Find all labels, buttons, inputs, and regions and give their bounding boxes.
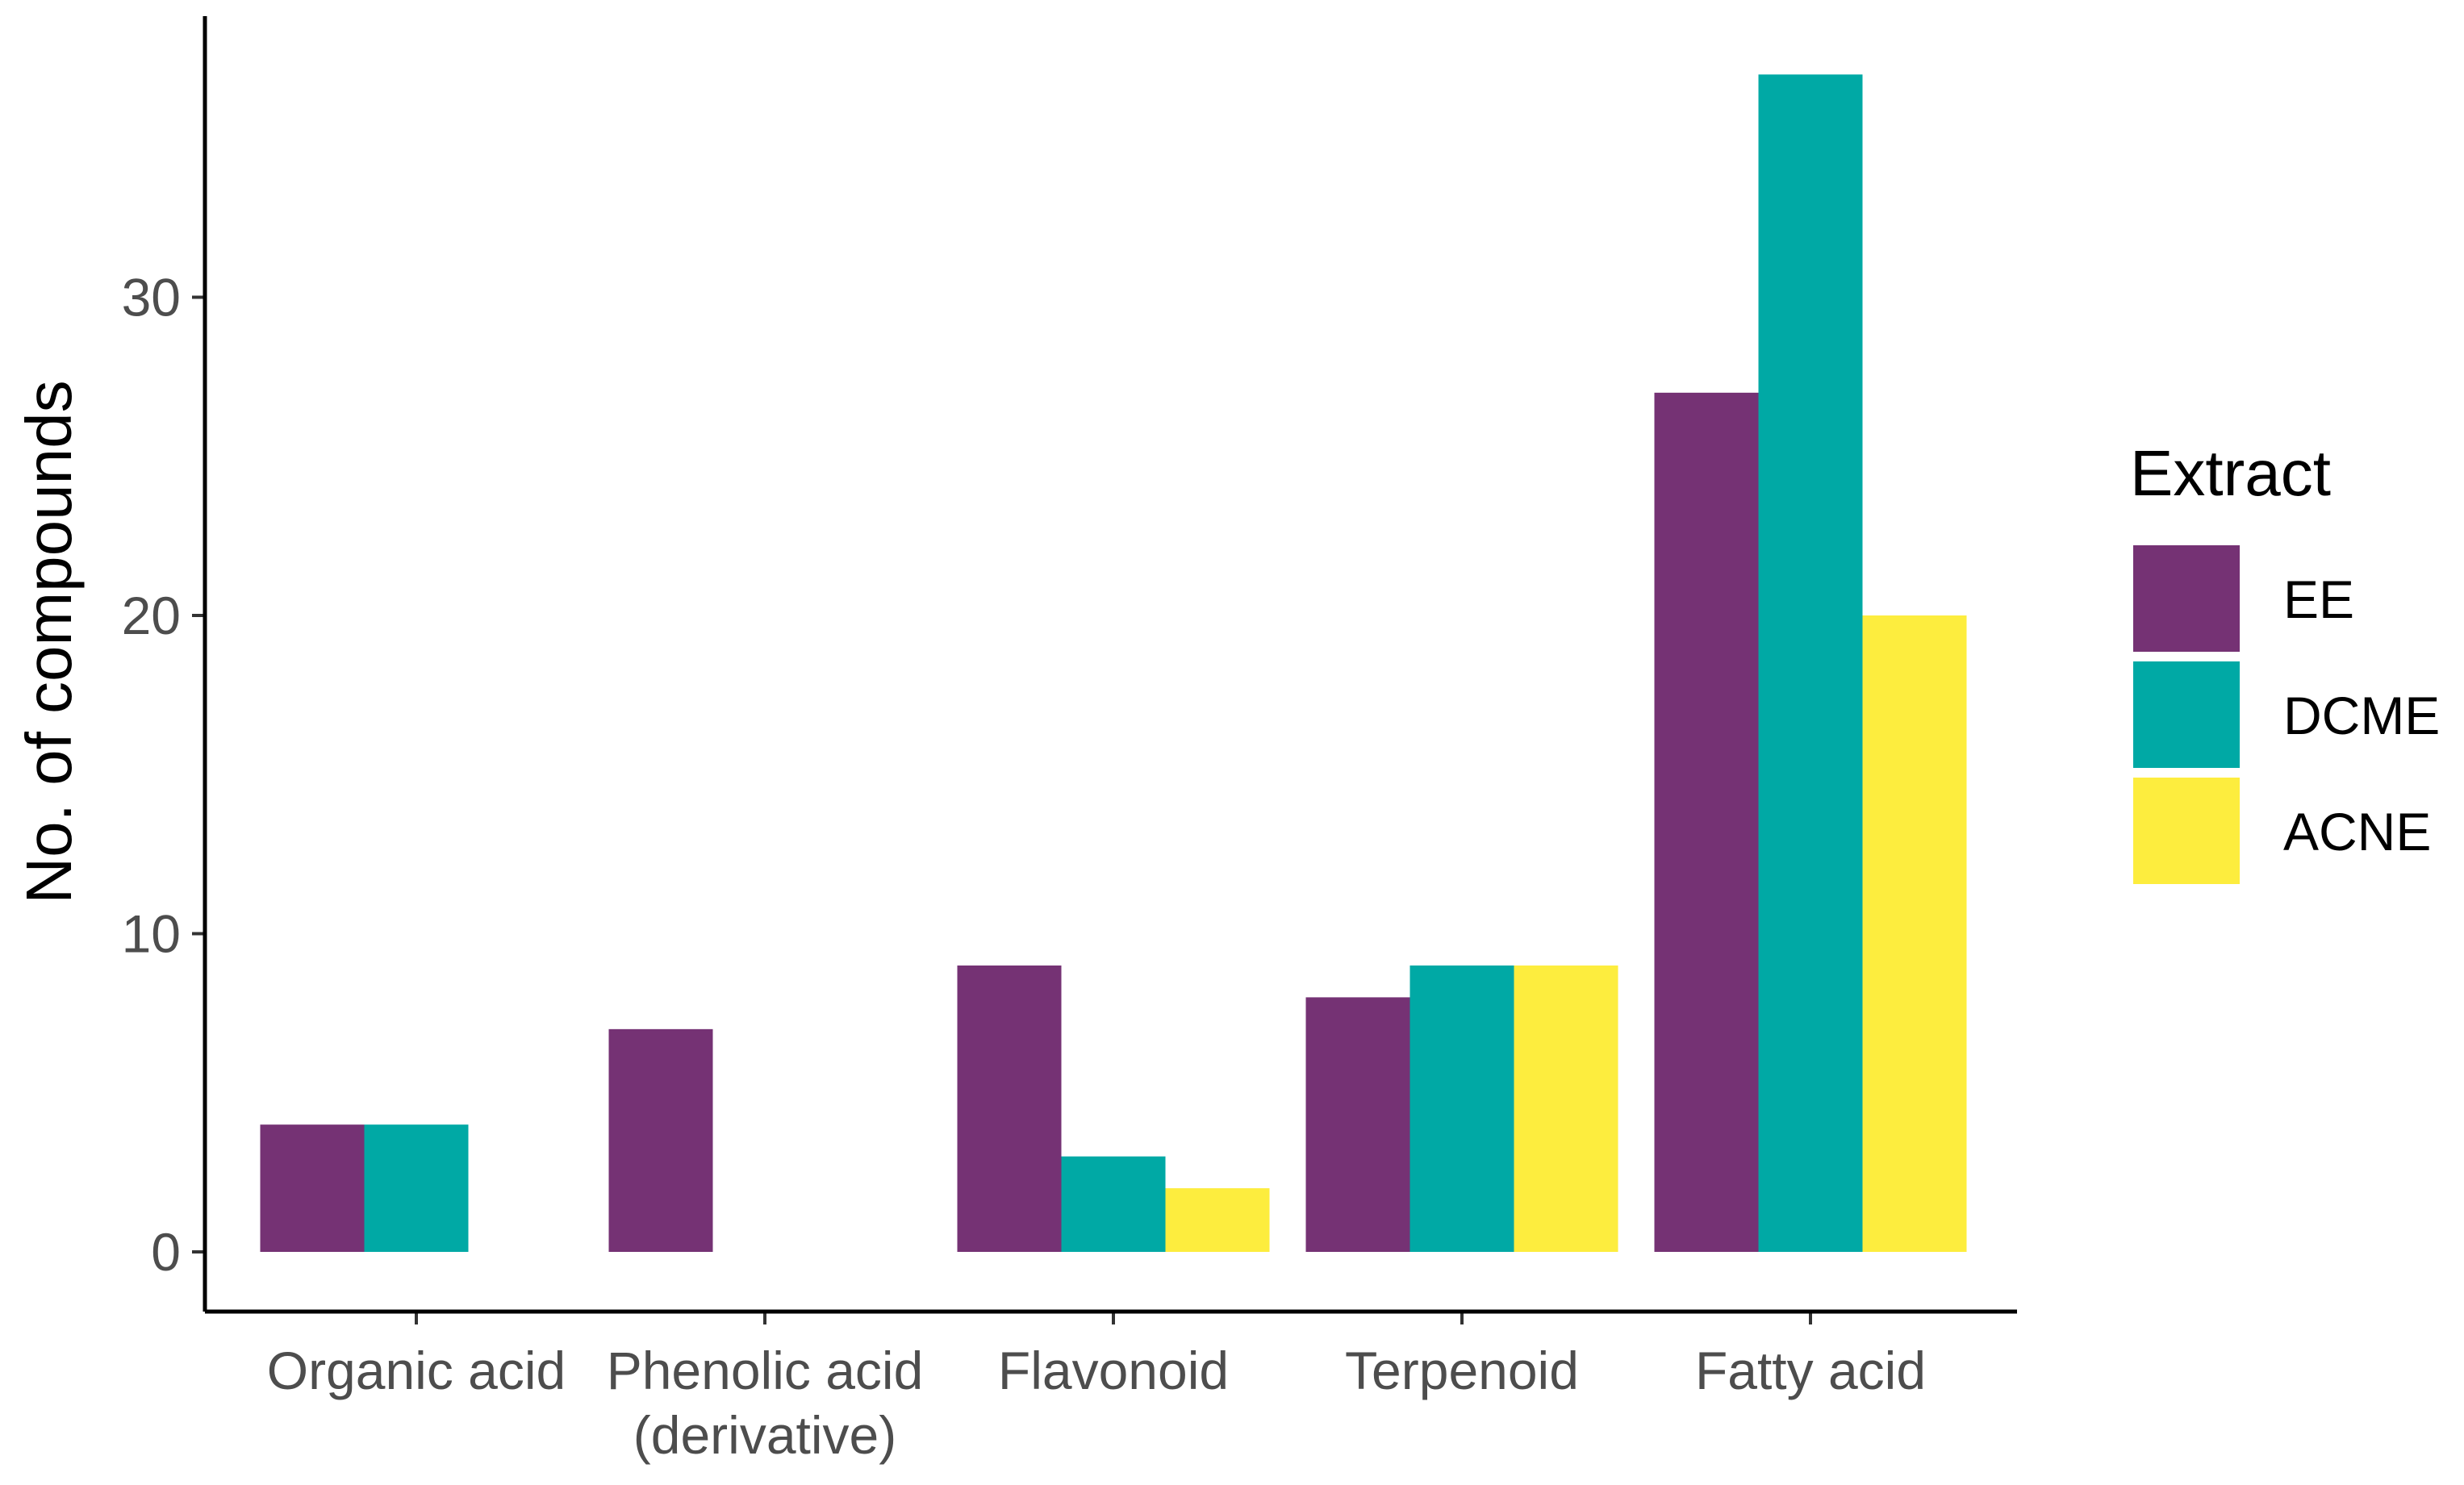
bar-acne [1165,1188,1270,1252]
bar-ee [260,1124,365,1252]
y-tick-label: 10 [122,904,181,964]
y-tick-label: 30 [122,268,181,327]
bar-dcme [364,1124,469,1252]
x-tick-label: Flavonoid [998,1341,1229,1400]
bar-acne [1514,965,1618,1252]
bar-ee [1654,392,1759,1253]
bar-ee [957,965,1062,1252]
legend-key-acne [2133,778,2240,884]
y-tick-label: 20 [122,586,181,645]
legend-title: Extract [2130,437,2331,509]
legend-label-dcme: DCME [2283,686,2440,745]
x-tick-label: Phenolic acid (derivative) [607,1341,924,1465]
y-axis-ticks: 0 10 20 30 [122,268,205,1282]
legend-key-dcme [2133,661,2240,768]
bar-dcme [1061,1156,1166,1252]
legend-key-ee [2133,545,2240,652]
x-tick-label: Terpenoid [1345,1341,1579,1400]
x-tick-label: Organic acid [267,1341,566,1400]
x-axis-ticks: Organic acid Phenolic acid (derivative) Fla… [267,1312,1926,1465]
legend-label-acne: ACNE [2283,802,2431,861]
bar-ee [608,1028,713,1252]
x-tick-label: Fatty acid [1695,1341,1926,1400]
legend: Extract EE DCME ACNE [2130,437,2440,884]
bar-dcme [1409,965,1514,1252]
bar-dcme [1758,74,1863,1253]
y-tick-label: 0 [151,1222,181,1282]
bars-layer [260,74,1967,1253]
y-axis-title: No. of compounds [13,380,85,903]
bar-acne [1862,615,1967,1252]
bar-ee [1305,997,1410,1252]
legend-label-ee: EE [2283,569,2354,629]
